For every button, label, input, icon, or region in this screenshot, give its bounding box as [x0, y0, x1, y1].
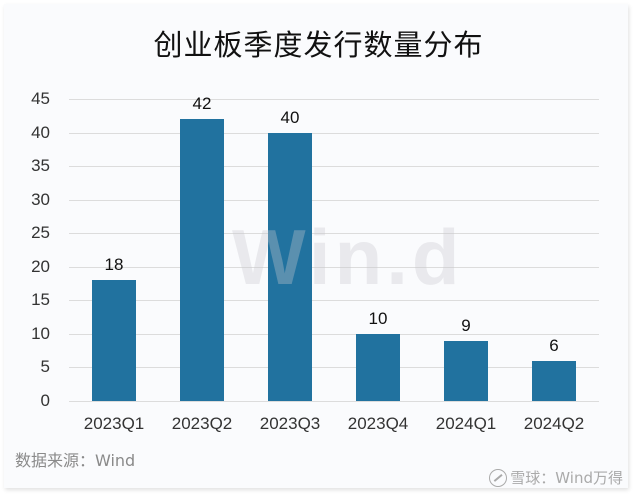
- chart-card: [4, 4, 628, 488]
- gridline: [69, 334, 599, 335]
- bar-value-label: 40: [280, 107, 300, 127]
- gridline: [69, 267, 599, 268]
- y-axis-tick: 15: [31, 290, 50, 310]
- chart-title: 创业板季度发行数量分布: [153, 28, 484, 62]
- x-axis-tick: 2023Q2: [171, 414, 233, 433]
- y-axis-tick: 10: [31, 323, 50, 343]
- bar-2024q2: [532, 360, 576, 401]
- y-axis-tick: 45: [31, 89, 50, 108]
- bar-value-label: 42: [192, 94, 212, 114]
- gridline: [69, 233, 599, 234]
- y-axis-tick: 20: [31, 256, 50, 276]
- x-axis-tick: 2024Q2: [523, 414, 585, 433]
- bar-2023q4: [356, 333, 400, 401]
- y-axis-tick: 30: [31, 189, 50, 209]
- y-axis-tick: 5: [40, 357, 50, 377]
- y-axis-tick: 40: [31, 122, 50, 142]
- x-axis-tick: 2023Q3: [259, 414, 321, 433]
- bar-value-label: 10: [368, 308, 388, 328]
- bar-value-label: 6: [549, 335, 559, 355]
- bar-2023q2: [180, 119, 224, 401]
- gridline: [69, 200, 599, 201]
- gridline: [69, 99, 599, 100]
- bar-value-label: 9: [461, 315, 471, 335]
- bar-2024q1: [444, 340, 488, 401]
- gridline: [69, 367, 599, 368]
- credit-text: 雪球：Wind万得: [510, 469, 623, 487]
- y-axis-tick: 0: [40, 391, 50, 410]
- gridline: [69, 133, 599, 134]
- xueqiu-logo-icon: [489, 468, 508, 487]
- y-axis-tick: 35: [31, 156, 50, 176]
- gridline: [69, 166, 599, 167]
- bar-2023q3: [268, 132, 312, 401]
- bar-value-label: 18: [104, 255, 124, 275]
- bar-2023q1: [92, 280, 136, 401]
- x-axis-tick: 2023Q4: [347, 414, 409, 433]
- x-axis-tick: 2023Q1: [83, 414, 145, 433]
- x-axis-tick: 2024Q1: [435, 414, 497, 433]
- y-axis-tick: 25: [31, 223, 50, 243]
- xueqiu-credit: 雪球：Wind万得: [489, 467, 623, 488]
- gridline: [69, 401, 599, 402]
- gridline: [69, 300, 599, 301]
- data-source-note: 数据来源：Wind: [15, 451, 136, 470]
